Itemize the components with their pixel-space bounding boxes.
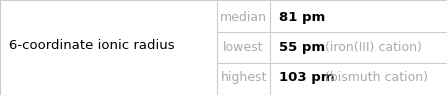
Text: 6-coordinate ionic radius: 6-coordinate ionic radius xyxy=(9,39,175,52)
Text: lowest: lowest xyxy=(224,41,264,54)
Text: (iron(III) cation): (iron(III) cation) xyxy=(317,41,422,54)
Text: highest: highest xyxy=(220,71,267,84)
Text: (bismuth cation): (bismuth cation) xyxy=(317,71,428,84)
Text: 103 pm: 103 pm xyxy=(279,71,335,84)
Text: 55 pm: 55 pm xyxy=(279,41,325,54)
Text: 81 pm: 81 pm xyxy=(279,11,325,24)
Text: median: median xyxy=(220,11,267,24)
